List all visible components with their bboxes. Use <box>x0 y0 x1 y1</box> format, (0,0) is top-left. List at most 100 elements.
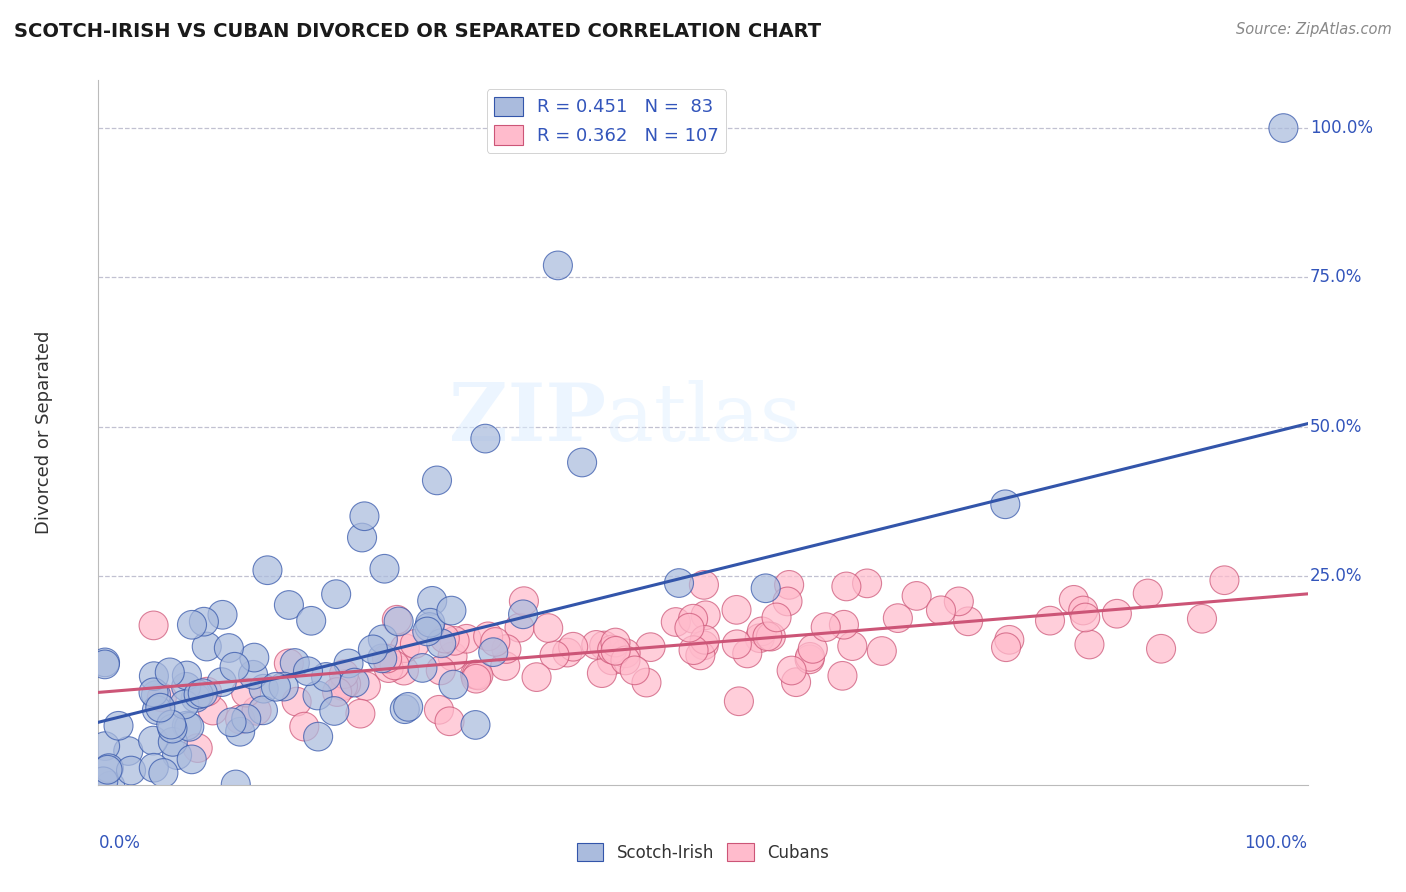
Ellipse shape <box>463 660 491 689</box>
Ellipse shape <box>380 651 409 680</box>
Ellipse shape <box>96 772 125 800</box>
Ellipse shape <box>568 448 596 477</box>
Ellipse shape <box>163 740 191 770</box>
Ellipse shape <box>239 660 267 690</box>
Ellipse shape <box>945 587 973 615</box>
Legend: Scotch-Irish, Cubans: Scotch-Irish, Cubans <box>569 836 837 868</box>
Ellipse shape <box>509 587 538 615</box>
Ellipse shape <box>174 713 204 741</box>
Ellipse shape <box>117 756 146 785</box>
Ellipse shape <box>304 723 333 751</box>
Ellipse shape <box>207 668 236 697</box>
Ellipse shape <box>91 798 120 828</box>
Text: ZIP: ZIP <box>450 379 606 458</box>
Ellipse shape <box>631 668 661 697</box>
Ellipse shape <box>416 608 444 637</box>
Ellipse shape <box>464 661 494 690</box>
Ellipse shape <box>1102 599 1132 628</box>
Ellipse shape <box>262 673 291 701</box>
Ellipse shape <box>733 639 762 668</box>
Ellipse shape <box>679 636 709 665</box>
Ellipse shape <box>146 693 174 722</box>
Ellipse shape <box>290 713 319 741</box>
Ellipse shape <box>159 728 187 756</box>
Ellipse shape <box>90 731 120 761</box>
Ellipse shape <box>588 659 616 688</box>
Ellipse shape <box>413 617 441 646</box>
Ellipse shape <box>329 672 357 700</box>
Ellipse shape <box>240 643 269 672</box>
Ellipse shape <box>114 737 143 765</box>
Ellipse shape <box>692 601 720 630</box>
Ellipse shape <box>773 587 801 615</box>
Ellipse shape <box>1133 579 1163 607</box>
Text: 75.0%: 75.0% <box>1310 268 1362 286</box>
Ellipse shape <box>177 745 207 773</box>
Ellipse shape <box>89 767 118 796</box>
Ellipse shape <box>93 756 122 784</box>
Ellipse shape <box>217 708 246 737</box>
Ellipse shape <box>391 634 419 663</box>
Ellipse shape <box>540 641 569 670</box>
Ellipse shape <box>391 695 419 723</box>
Ellipse shape <box>991 490 1019 518</box>
Ellipse shape <box>139 678 169 706</box>
Ellipse shape <box>723 630 751 658</box>
Ellipse shape <box>283 688 311 716</box>
Ellipse shape <box>481 628 510 657</box>
Ellipse shape <box>149 758 179 788</box>
Ellipse shape <box>384 607 413 636</box>
Ellipse shape <box>90 650 120 679</box>
Ellipse shape <box>794 645 824 673</box>
Ellipse shape <box>139 726 167 755</box>
Ellipse shape <box>828 662 858 690</box>
Ellipse shape <box>868 637 896 665</box>
Ellipse shape <box>426 657 456 685</box>
Ellipse shape <box>172 673 201 701</box>
Ellipse shape <box>401 630 429 658</box>
Ellipse shape <box>1071 603 1099 632</box>
Text: 25.0%: 25.0% <box>1310 567 1362 585</box>
Ellipse shape <box>232 678 260 707</box>
Ellipse shape <box>332 670 360 698</box>
Ellipse shape <box>90 648 120 677</box>
Text: 0.0%: 0.0% <box>98 834 141 852</box>
Ellipse shape <box>142 681 170 709</box>
Ellipse shape <box>543 251 572 280</box>
Ellipse shape <box>346 699 375 728</box>
Text: 100.0%: 100.0% <box>1310 119 1374 137</box>
Ellipse shape <box>602 637 630 665</box>
Text: 100.0%: 100.0% <box>1244 834 1308 852</box>
Ellipse shape <box>612 639 640 667</box>
Ellipse shape <box>249 674 278 703</box>
Ellipse shape <box>724 687 754 715</box>
Ellipse shape <box>148 683 176 712</box>
Text: SCOTCH-IRISH VS CUBAN DIVORCED OR SEPARATED CORRELATION CHART: SCOTCH-IRISH VS CUBAN DIVORCED OR SEPARA… <box>14 22 821 41</box>
Text: Source: ZipAtlas.com: Source: ZipAtlas.com <box>1236 22 1392 37</box>
Ellipse shape <box>382 606 412 634</box>
Ellipse shape <box>177 610 207 639</box>
Ellipse shape <box>312 663 340 691</box>
Ellipse shape <box>319 697 349 725</box>
Ellipse shape <box>461 665 491 693</box>
Ellipse shape <box>198 696 228 725</box>
Ellipse shape <box>679 605 707 633</box>
Ellipse shape <box>534 614 562 642</box>
Ellipse shape <box>139 611 169 640</box>
Ellipse shape <box>94 754 124 782</box>
Ellipse shape <box>439 670 468 699</box>
Ellipse shape <box>193 632 221 661</box>
Ellipse shape <box>350 502 380 531</box>
Ellipse shape <box>249 696 277 724</box>
Ellipse shape <box>193 677 222 706</box>
Ellipse shape <box>173 661 201 690</box>
Ellipse shape <box>389 657 419 685</box>
Ellipse shape <box>208 600 238 629</box>
Ellipse shape <box>799 634 827 664</box>
Ellipse shape <box>440 626 470 655</box>
Ellipse shape <box>852 569 882 598</box>
Ellipse shape <box>225 705 254 734</box>
Ellipse shape <box>598 646 627 674</box>
Ellipse shape <box>408 654 437 682</box>
Ellipse shape <box>756 623 786 651</box>
